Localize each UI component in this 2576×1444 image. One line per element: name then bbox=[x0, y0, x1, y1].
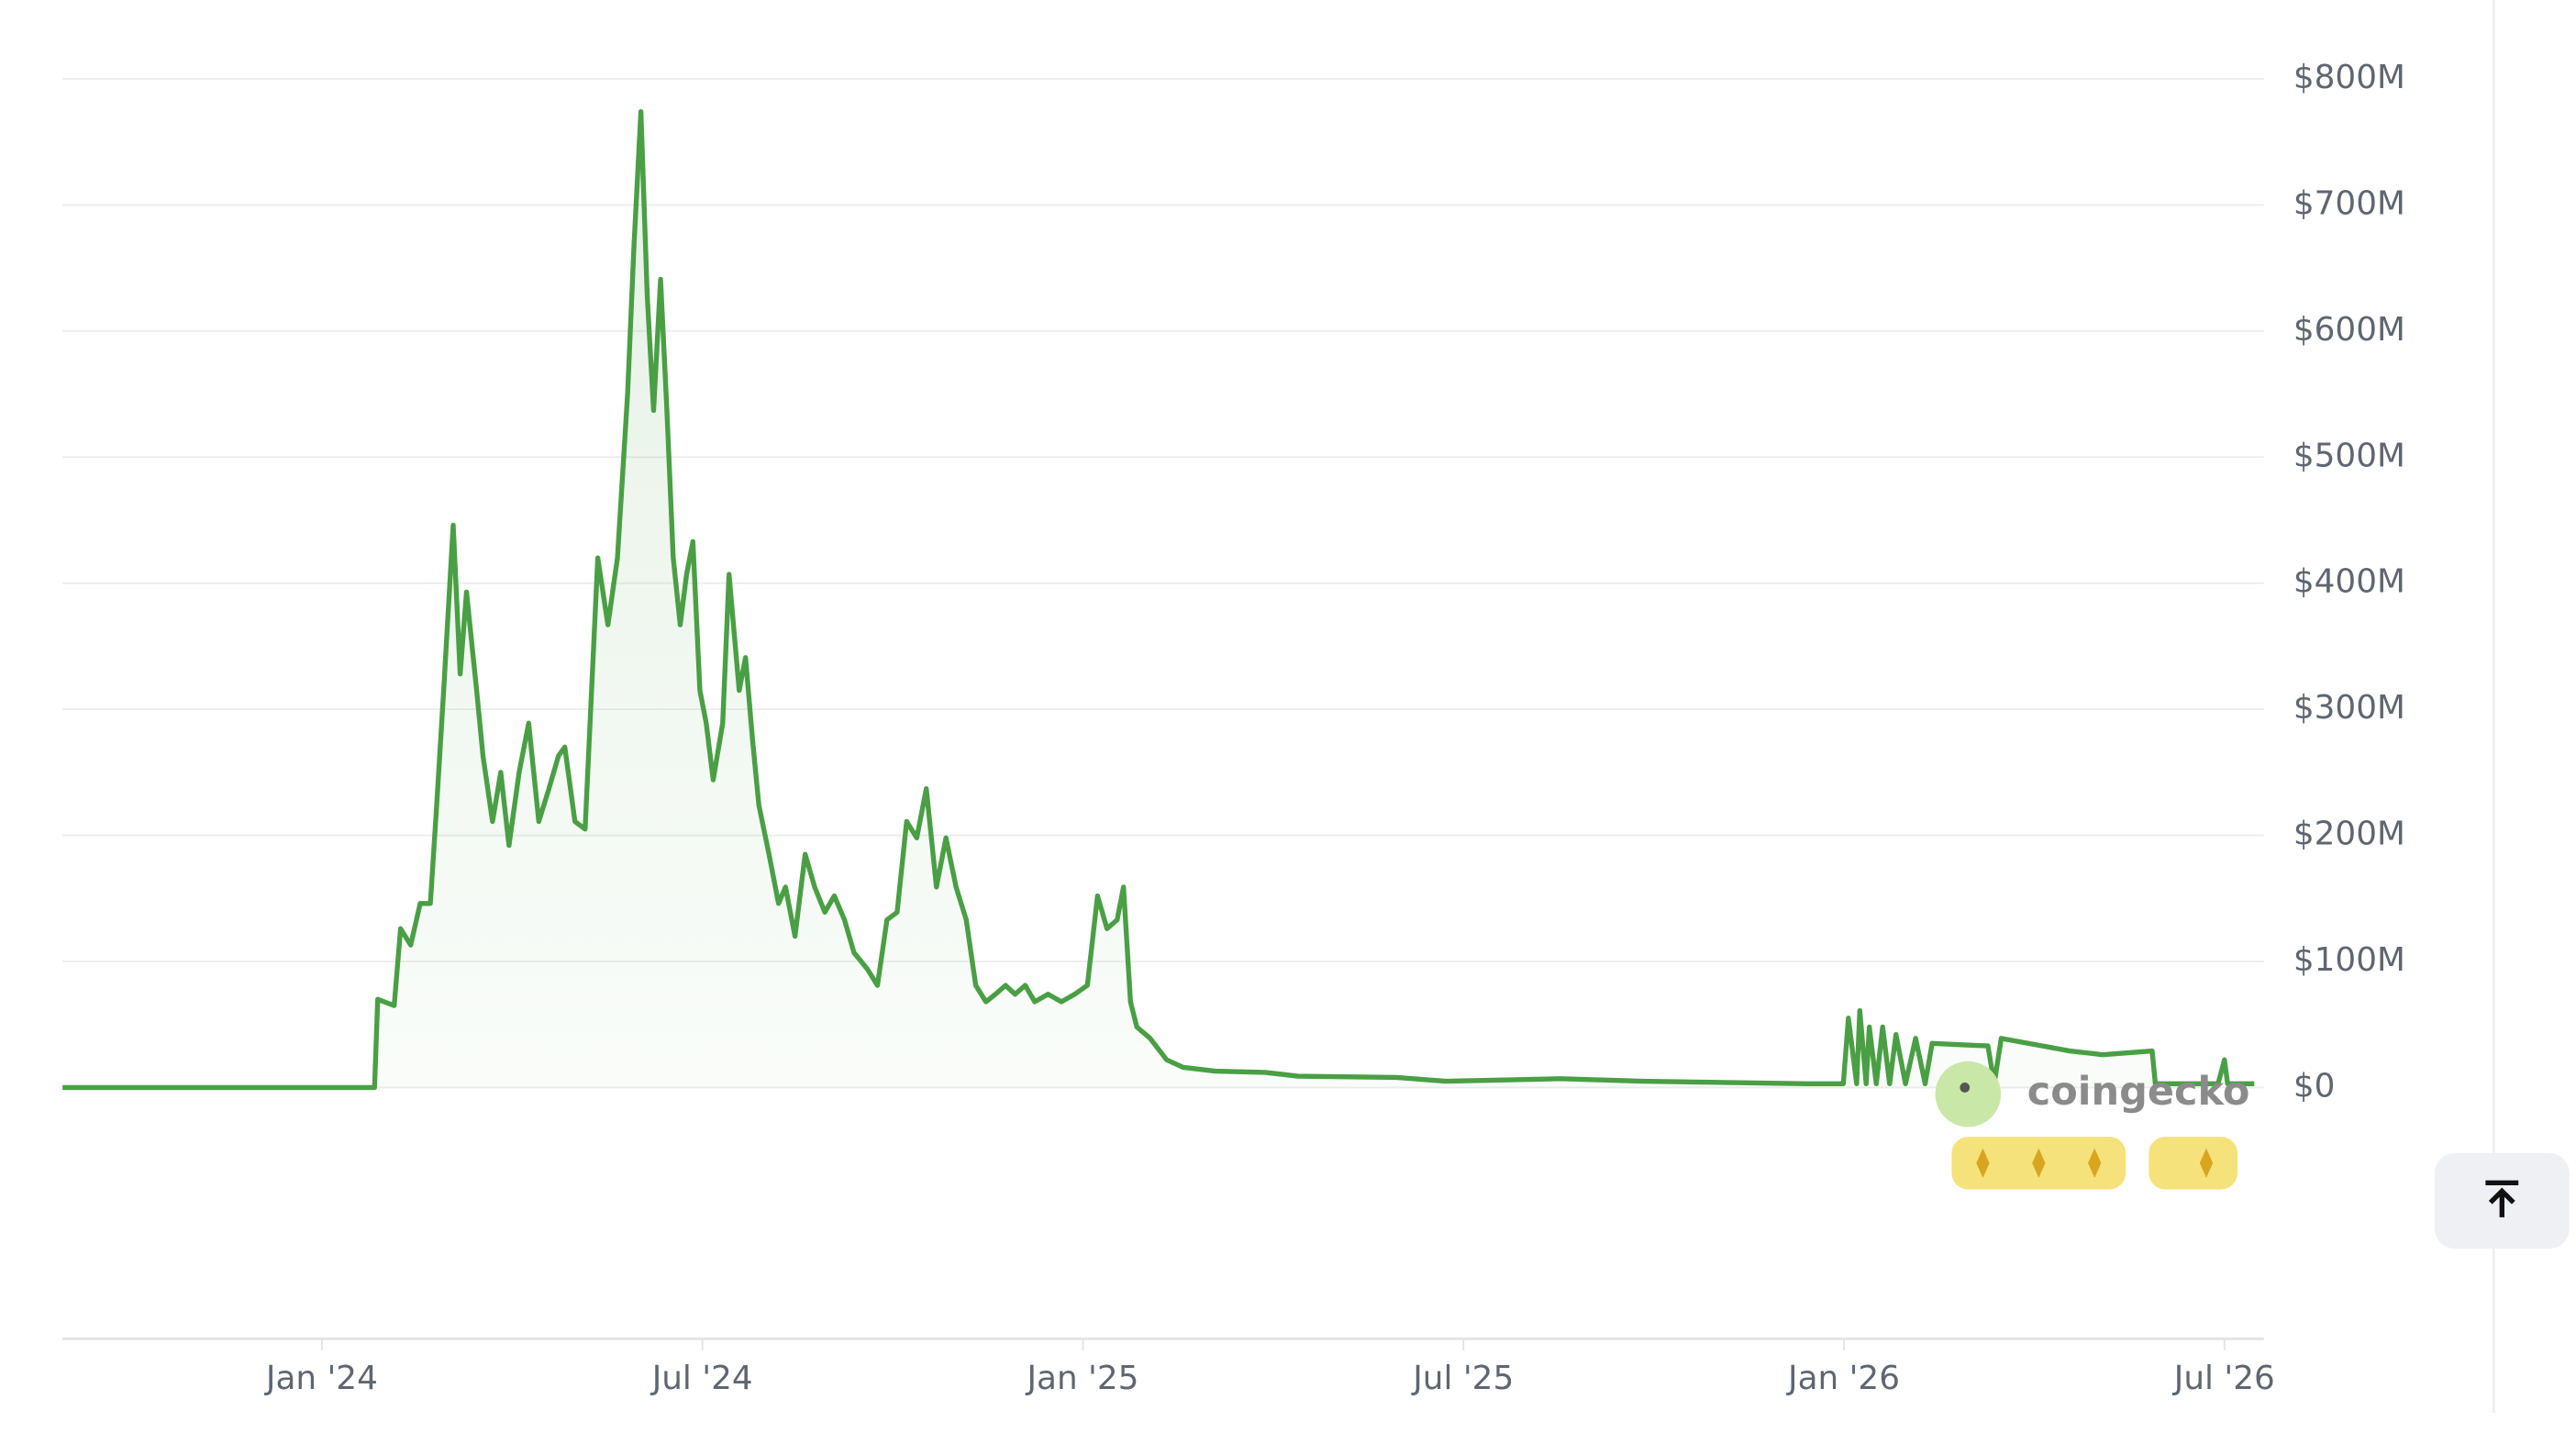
x-tick-label: Jan '24 bbox=[264, 1360, 378, 1397]
x-tick-label: Jul '26 bbox=[2172, 1360, 2275, 1397]
watermark: coingecko bbox=[2027, 1069, 2250, 1115]
x-tick-label: Jan '26 bbox=[1786, 1360, 1900, 1397]
area bbox=[62, 111, 2255, 1088]
line bbox=[62, 108, 2255, 1091]
y-tick-label: $300M bbox=[2293, 689, 2405, 727]
y-tick-label: $500M bbox=[2293, 437, 2405, 474]
y-tick-label: $100M bbox=[2293, 941, 2405, 979]
back-to-top[interactable] bbox=[2434, 1153, 2570, 1249]
y-tick-label: $200M bbox=[2293, 816, 2405, 853]
y-tick-label: $800M bbox=[2293, 59, 2405, 96]
y-tick-label: $600M bbox=[2293, 311, 2405, 349]
badge-stars bbox=[1961, 1148, 2228, 1178]
logo bbox=[1935, 1061, 2002, 1127]
y-tick-label: $400M bbox=[2293, 563, 2405, 601]
logo-eye bbox=[1960, 1083, 1971, 1093]
x-tick-label: Jul '25 bbox=[1411, 1360, 1514, 1397]
x-tick-label: Jan '25 bbox=[1025, 1360, 1138, 1397]
watermark-group: coingecko bbox=[1935, 1061, 2250, 1190]
y-tick-label: $700M bbox=[2293, 184, 2405, 222]
y-tick-label: $0 bbox=[2293, 1067, 2336, 1105]
back-to-top-icon bbox=[2485, 1180, 2519, 1217]
x-tick-label: Jul '24 bbox=[650, 1360, 753, 1397]
